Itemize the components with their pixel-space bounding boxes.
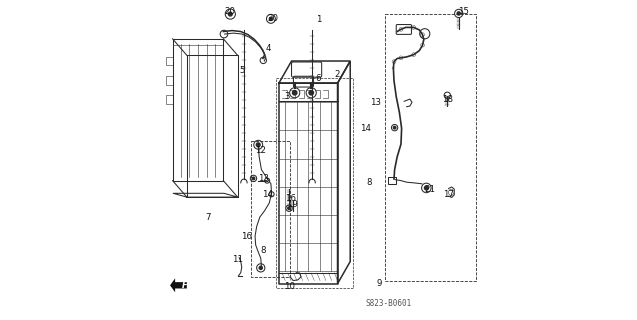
Text: 14: 14 bbox=[360, 124, 371, 133]
Text: 5: 5 bbox=[239, 66, 245, 75]
Bar bbox=[389, 178, 396, 184]
Bar bbox=[251, 141, 290, 277]
Text: S823-B0601: S823-B0601 bbox=[365, 299, 412, 308]
Polygon shape bbox=[170, 278, 187, 292]
Text: 13: 13 bbox=[258, 174, 269, 183]
Circle shape bbox=[259, 266, 262, 269]
Circle shape bbox=[457, 12, 461, 15]
Text: 10: 10 bbox=[285, 282, 296, 292]
Text: 8: 8 bbox=[261, 246, 266, 255]
Text: 11: 11 bbox=[232, 255, 243, 264]
Text: FR.: FR. bbox=[182, 281, 197, 290]
Text: 9: 9 bbox=[376, 279, 382, 288]
Text: 14: 14 bbox=[262, 190, 273, 199]
Circle shape bbox=[424, 186, 428, 190]
Text: 20: 20 bbox=[268, 14, 278, 23]
Circle shape bbox=[394, 126, 396, 129]
Text: 17: 17 bbox=[443, 190, 454, 199]
Text: 7: 7 bbox=[205, 212, 211, 221]
Text: 15: 15 bbox=[457, 7, 469, 16]
Text: 16: 16 bbox=[285, 194, 296, 203]
Text: 8: 8 bbox=[366, 178, 372, 187]
Circle shape bbox=[288, 207, 290, 210]
Text: 18: 18 bbox=[443, 95, 454, 104]
Text: 20: 20 bbox=[225, 7, 236, 16]
Circle shape bbox=[229, 12, 233, 16]
Text: 21: 21 bbox=[425, 185, 436, 194]
Text: 12: 12 bbox=[255, 146, 266, 155]
Text: 3: 3 bbox=[284, 92, 290, 101]
Text: 1: 1 bbox=[316, 15, 321, 24]
Text: 13: 13 bbox=[370, 98, 381, 107]
Circle shape bbox=[252, 177, 255, 180]
Text: 6: 6 bbox=[316, 74, 321, 83]
Circle shape bbox=[256, 143, 260, 147]
Bar bbox=[385, 14, 476, 281]
Text: 4: 4 bbox=[266, 44, 271, 53]
Circle shape bbox=[309, 91, 313, 95]
Circle shape bbox=[269, 17, 273, 20]
Text: 16: 16 bbox=[241, 232, 252, 241]
Circle shape bbox=[292, 91, 297, 95]
Text: 2: 2 bbox=[335, 70, 340, 79]
Text: 19: 19 bbox=[287, 200, 298, 209]
